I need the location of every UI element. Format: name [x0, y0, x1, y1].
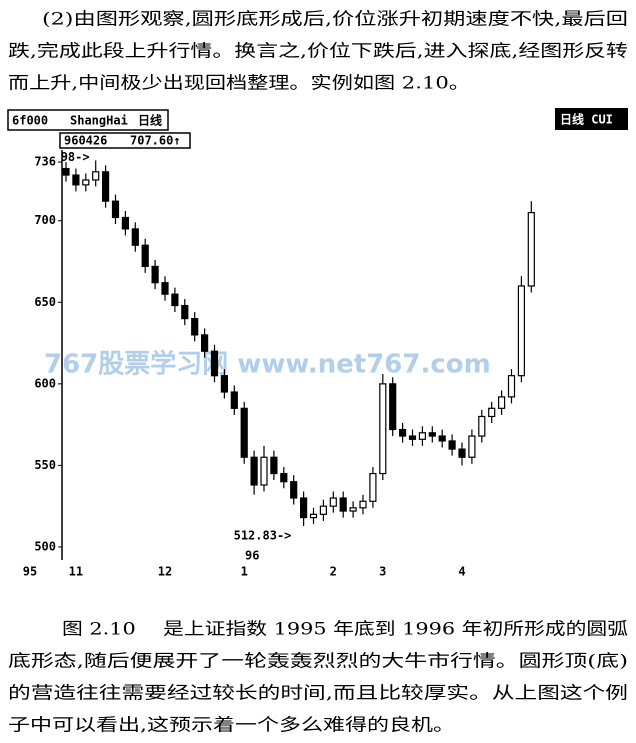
candle-body: [151, 265, 159, 284]
candle-body: [161, 282, 169, 295]
candle-body: [498, 396, 506, 409]
candle-body: [280, 472, 288, 483]
candle-body: [92, 171, 100, 181]
watermark: 767股票学习网 www.net767.com: [44, 349, 491, 380]
button-label: 日线 CUI: [560, 112, 613, 127]
candle-body: [121, 216, 130, 230]
candle-body: [201, 334, 209, 352]
y-tick-label: 736: [34, 155, 56, 169]
paragraph-line: (2)由图形观察,圆形底形成后,价位涨升初期速度不快,最后回: [42, 10, 628, 30]
candle-body: [191, 318, 199, 336]
header-price: 707.60↑: [130, 134, 181, 148]
candle-body: [141, 244, 149, 268]
candle-body: [428, 432, 436, 437]
candle-body: [270, 456, 278, 475]
y-tick-label: 650: [34, 295, 56, 309]
candle-body: [349, 507, 357, 512]
year-label: 95: [23, 565, 37, 579]
candle-body: [319, 505, 327, 515]
caption-line: 子中可以看出,这预示着一个多么难得的良机。: [8, 716, 455, 736]
candle-body: [488, 407, 496, 418]
candle-body: [210, 350, 219, 377]
year-label: 96: [245, 549, 259, 563]
candle-body: [438, 435, 446, 442]
candle-body: [468, 435, 476, 458]
candle-body: [260, 456, 268, 486]
candle-body: [418, 432, 426, 440]
candle-body: [309, 513, 318, 519]
x-tick-label: 1: [241, 565, 248, 579]
paragraph-line: 而上升,中间极少出现回档整理。实例如图 2.10。: [8, 74, 470, 94]
candle-body: [517, 285, 526, 377]
candle-body: [329, 497, 337, 507]
candle-body: [507, 375, 516, 398]
annotation: 512.83->: [234, 529, 292, 543]
candle-body: [527, 211, 535, 287]
candle-body: [448, 440, 456, 450]
candle-body: [62, 167, 70, 176]
candle-body: [111, 200, 120, 219]
y-tick-label: 550: [34, 458, 56, 472]
candle-body: [181, 304, 189, 320]
candle-body: [240, 407, 248, 458]
candle-body: [359, 500, 367, 509]
header-date: 960426: [64, 134, 107, 148]
candle-body: [131, 228, 139, 246]
button-box: [555, 108, 628, 130]
candle-body: [250, 456, 258, 486]
header-market: ShangHai: [70, 114, 128, 128]
header-box: [7, 109, 169, 131]
candle-body: [389, 383, 397, 431]
y-tick-label: 500: [34, 539, 56, 553]
x-tick-label: 2: [330, 565, 337, 579]
paragraph-line: 跌,完成此段上升行情。换言之,价位下跌后,进入探底,经图形反转: [8, 42, 628, 62]
x-tick-label: 3: [379, 565, 386, 579]
x-tick-label: 12: [158, 565, 172, 579]
x-tick-label: 4: [458, 565, 465, 579]
candle-body: [171, 293, 179, 307]
x-tick-label: 11: [69, 565, 83, 579]
candle-body: [339, 497, 347, 512]
caption-line: 底形态,随后便展开了一轮轰轰烈烈的大牛市行情。圆形顶(底): [8, 652, 628, 672]
caption-line: 的营造往往需要经过较长的时间,而且比较厚实。从上图这个例: [8, 684, 628, 704]
caption-line: 图 2.10 是上证指数 1995 年底到 1996 年初所形成的圆弧: [62, 620, 628, 640]
candle-body: [290, 481, 298, 499]
candle-body: [369, 472, 377, 502]
candle-body: [72, 174, 80, 186]
annotation: 98->: [61, 150, 90, 164]
candle-body: [300, 497, 308, 519]
y-tick-label: 700: [34, 213, 56, 227]
candle-body: [220, 375, 228, 393]
candle-body: [230, 391, 238, 409]
candle-body: [408, 435, 417, 440]
header-code: 6f000: [12, 114, 48, 128]
candle-body: [458, 448, 466, 458]
candle-body: [478, 415, 486, 437]
candle-body: [101, 171, 110, 202]
candle-body: [399, 428, 407, 437]
candle-body: [379, 383, 387, 475]
candle-body: [82, 179, 90, 186]
header-period: 日线: [138, 113, 162, 128]
info-box: [59, 132, 191, 149]
y-tick-label: 600: [34, 376, 56, 390]
